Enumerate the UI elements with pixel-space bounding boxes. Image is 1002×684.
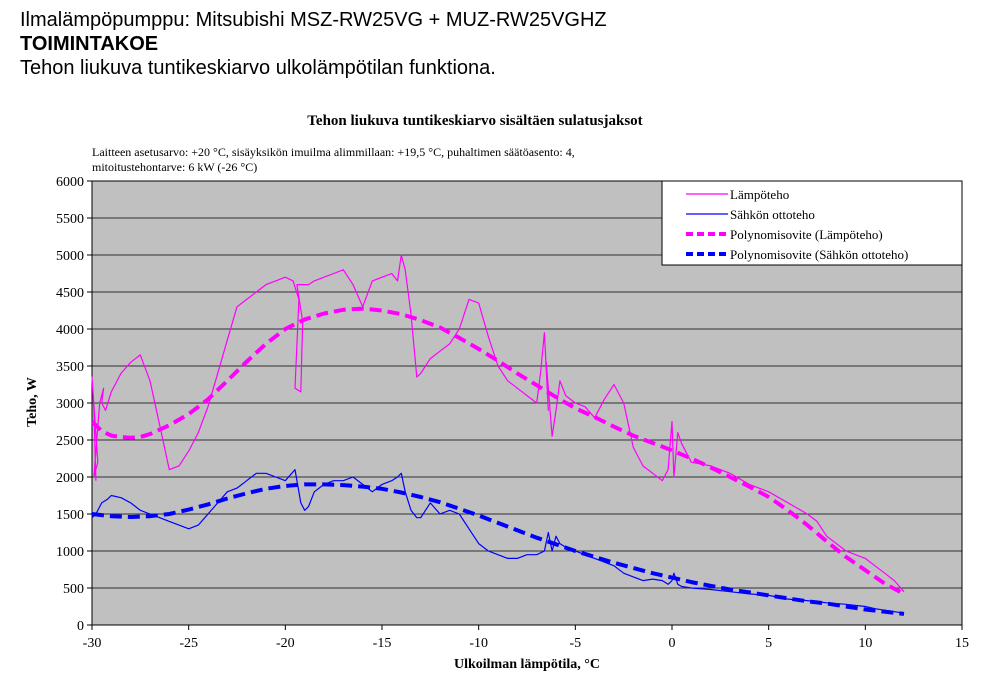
legend-box (661, 180, 963, 266)
x-tick-label: 5 (765, 636, 772, 651)
series-lämpöteho-line (91, 254, 905, 593)
series-polynomisovite-sähkön-ottoteho-line (91, 482, 905, 616)
x-tick-label: 0 (669, 636, 676, 651)
legend-label: Lämpöteho (730, 187, 789, 202)
y-tick-label: 6000 (56, 175, 84, 190)
chart-subtitle-line-1: Laitteen asetusarvo: +20 °C, sisäyksikön… (92, 145, 575, 159)
x-tick-label: -20 (276, 636, 295, 651)
y-tick-label: 4500 (56, 286, 84, 301)
series-sähkön-ottoteho-line (91, 469, 905, 614)
y-tick-label: 4000 (56, 323, 84, 338)
y-tick-label: 5000 (56, 249, 84, 264)
y-tick-label: 2500 (56, 434, 84, 449)
header-subtitle: TOIMINTAKOE (20, 33, 159, 55)
x-tick-label: -5 (569, 636, 581, 651)
x-tick-label: -30 (83, 636, 102, 651)
y-tick-label: 500 (63, 582, 84, 597)
y-tick-label: 2000 (56, 471, 84, 486)
y-tick-label: 1500 (56, 508, 84, 523)
y-tick-label: 1000 (56, 545, 84, 560)
series-polynomisovite-lämpöteho-line (90, 306, 905, 596)
y-tick-label: 3000 (56, 397, 84, 412)
chart-subtitle-line-2: mitoitustehontarve: 6 kW (-26 °C) (92, 160, 257, 174)
x-tick-label: 10 (858, 636, 872, 651)
y-tick-label: 0 (77, 619, 84, 634)
chart-title: Tehon liukuva tuntikeskiarvo sisältäen s… (307, 113, 642, 129)
x-tick-label: -15 (373, 636, 392, 651)
x-tick-label: -10 (469, 636, 488, 651)
plot-area: 0 500 1000 1500 2000 2500 3000 3500 4000 4500 5000… (56, 175, 969, 651)
y-tick-label: 3500 (56, 360, 84, 375)
x-tick-label: -25 (179, 636, 198, 651)
y-axis-label: Teho, W (25, 377, 40, 427)
y-tick-label: 5500 (56, 212, 84, 227)
header-description: Tehon liukuva tuntikeskiarvo ulkolämpöti… (20, 57, 496, 79)
legend-label: Polynomisovite (Lämpöteho) (730, 227, 883, 242)
legend-label: Polynomisovite (Sähkön ottoteho) (730, 247, 908, 262)
x-tick-label: 15 (955, 636, 969, 651)
x-axis-label: Ulkoilman lämpötila, °C (454, 657, 600, 672)
page-header: Ilmalämpöpumppu: Mitsubishi MSZ-RW25VG +… (20, 8, 607, 80)
legend-label: Sähkön ottoteho (730, 207, 815, 222)
header-title: Ilmalämpöpumppu: Mitsubishi MSZ-RW25VG +… (20, 9, 607, 31)
